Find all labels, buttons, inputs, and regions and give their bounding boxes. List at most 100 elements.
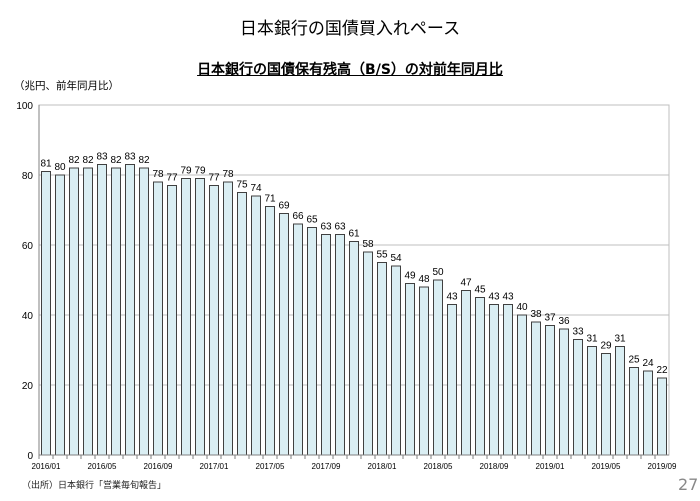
data-label: 37 [544, 313, 556, 324]
bar [293, 223, 303, 456]
data-label: 22 [656, 365, 668, 376]
data-label: 78 [152, 169, 164, 180]
x-tick-label: 2017/01 [200, 462, 229, 471]
bar [237, 192, 247, 456]
bar [517, 314, 527, 456]
data-label: 79 [180, 166, 192, 177]
bar [83, 167, 93, 456]
y-tick-label: 0 [27, 451, 33, 462]
x-tick-label: 2016/01 [32, 462, 61, 471]
page-number: 27 [678, 475, 699, 494]
bar [489, 304, 499, 456]
bar [615, 346, 625, 456]
x-tick-label: 2019/01 [536, 462, 565, 471]
bar [461, 290, 471, 456]
x-tick-label: 2017/09 [312, 462, 341, 471]
chart-title: 日本銀行の国債保有残高（B/S）の対前年同月比 [197, 62, 503, 78]
data-label: 82 [110, 155, 122, 166]
data-label: 82 [82, 155, 94, 166]
bar [279, 213, 289, 456]
data-label: 40 [516, 302, 528, 313]
data-label: 83 [96, 152, 108, 163]
bar [125, 164, 135, 456]
bar [391, 265, 401, 456]
data-label: 80 [54, 162, 66, 173]
bar [447, 304, 457, 456]
data-label: 36 [558, 316, 570, 327]
bar [307, 227, 317, 456]
bar [55, 174, 65, 456]
x-tick-label: 2018/01 [368, 462, 397, 471]
bar [167, 185, 177, 456]
bar [405, 283, 415, 456]
x-tick-label: 2016/09 [144, 462, 173, 471]
x-tick-label: 2018/05 [424, 462, 453, 471]
page-title: 日本銀行の国債買入れペース [239, 19, 461, 39]
data-label: 50 [432, 267, 444, 278]
data-label: 43 [488, 292, 500, 303]
data-label: 82 [68, 155, 80, 166]
bar [531, 321, 541, 456]
data-label: 31 [586, 334, 598, 345]
data-label: 75 [236, 180, 248, 191]
bar [349, 241, 359, 456]
source-note: （出所）日本銀行「営業毎旬報告」 [22, 481, 167, 491]
bar [475, 297, 485, 456]
data-label: 33 [572, 327, 584, 338]
bar [209, 185, 219, 456]
y-tick-label: 80 [22, 171, 34, 182]
bar [643, 370, 653, 456]
y-tick-label: 60 [22, 241, 34, 252]
data-label: 65 [306, 215, 318, 226]
data-label: 77 [208, 173, 220, 184]
data-label: 77 [166, 173, 178, 184]
data-label: 58 [362, 239, 374, 250]
data-label: 49 [404, 271, 416, 282]
data-label: 63 [320, 222, 332, 233]
bar [363, 251, 373, 456]
data-label: 38 [530, 309, 542, 320]
bar [139, 167, 149, 456]
bar [181, 178, 191, 456]
bar [265, 206, 275, 456]
bar [69, 167, 79, 456]
data-label: 29 [600, 341, 612, 352]
data-label: 43 [502, 292, 514, 303]
y-tick-label: 100 [16, 101, 33, 112]
data-label: 79 [194, 166, 206, 177]
bar [433, 279, 443, 456]
data-label: 43 [446, 292, 458, 303]
x-tick-label: 2016/05 [88, 462, 117, 471]
data-label: 47 [460, 278, 472, 289]
data-label: 74 [250, 183, 262, 194]
data-label: 45 [474, 285, 486, 296]
data-label: 82 [138, 155, 150, 166]
data-label: 25 [628, 355, 640, 366]
x-tick-label: 2018/09 [480, 462, 509, 471]
bar [503, 304, 513, 456]
bar [559, 328, 569, 456]
bar [573, 339, 583, 456]
data-label: 69 [278, 201, 290, 212]
data-label: 81 [40, 159, 52, 170]
data-label: 61 [348, 229, 360, 240]
bar [111, 167, 121, 456]
data-label: 48 [418, 274, 430, 285]
y-axis-unit-label: （兆円、前年同月比） [14, 80, 119, 92]
bar [587, 346, 597, 456]
bar [251, 195, 261, 456]
bar [153, 181, 163, 456]
bar [657, 377, 667, 456]
bar [545, 325, 555, 456]
bar [321, 234, 331, 456]
bar [377, 262, 387, 456]
bar [97, 164, 107, 456]
data-label: 24 [642, 358, 654, 369]
x-tick-label: 2019/09 [648, 462, 677, 471]
bar [629, 367, 639, 456]
y-tick-label: 40 [22, 311, 34, 322]
y-tick-label: 20 [22, 381, 34, 392]
data-label: 63 [334, 222, 346, 233]
bar [195, 178, 205, 456]
